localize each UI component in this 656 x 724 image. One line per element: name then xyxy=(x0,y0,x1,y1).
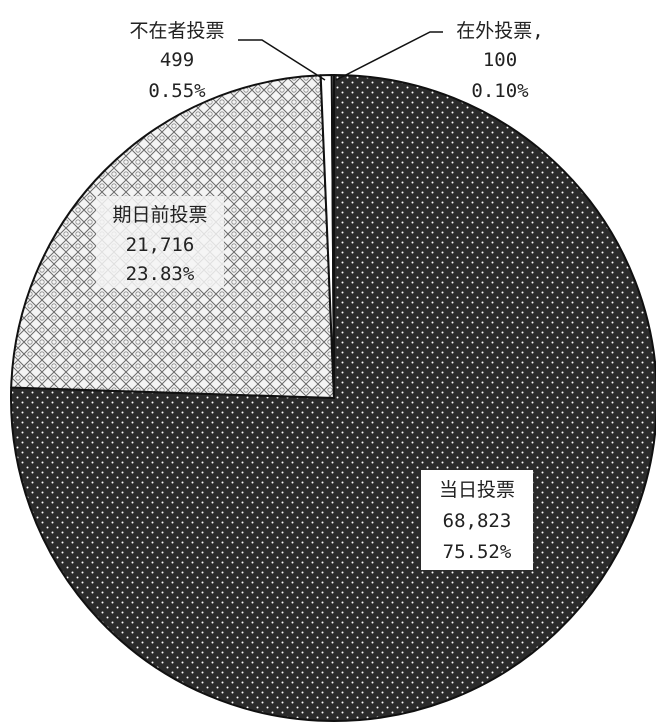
label-overseas-name: 在外投票, xyxy=(456,20,543,42)
label-early-name: 期日前投票 xyxy=(112,204,207,226)
label-absentee-percent: 0.55% xyxy=(148,80,206,102)
pie-slices xyxy=(10,74,656,722)
label-election-day-value: 68,823 xyxy=(443,510,512,532)
label-overseas-percent: 0.10% xyxy=(471,80,529,102)
label-early-backdrop xyxy=(96,196,224,288)
label-early-value: 21,716 xyxy=(126,234,195,256)
label-election-day-percent: 75.52% xyxy=(443,541,512,563)
label-election-day-name: 当日投票 xyxy=(439,479,515,501)
leader-line-absentee xyxy=(238,39,326,81)
label-absentee: 不在者投票 499 0.55% xyxy=(129,20,224,102)
label-early: 期日前投票 21,716 23.83% xyxy=(96,196,224,288)
label-overseas: 在外投票, 100 0.10% xyxy=(456,20,543,102)
leader-line-overseas xyxy=(335,31,443,81)
label-absentee-name: 不在者投票 xyxy=(129,20,224,42)
label-early-percent: 23.83% xyxy=(126,263,195,285)
leader-lines xyxy=(238,31,443,81)
slice-overseas xyxy=(330,74,335,399)
label-overseas-value: 100 xyxy=(483,49,517,71)
label-election-day: 当日投票 68,823 75.52% xyxy=(421,470,533,570)
label-election-day-box xyxy=(421,470,533,570)
label-absentee-value: 499 xyxy=(160,49,194,71)
